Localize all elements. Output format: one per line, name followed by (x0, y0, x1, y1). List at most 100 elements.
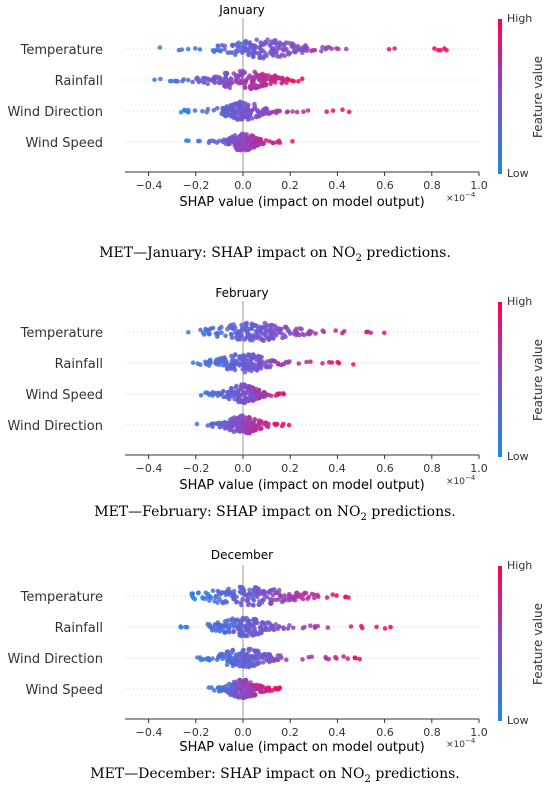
x-tick-label: 1.0 (470, 462, 488, 475)
shap-point (348, 624, 354, 629)
panel-january: January Temperature Rainfall Wind Direct… (7, 3, 545, 264)
shap-point (234, 360, 240, 366)
shap-point (252, 627, 258, 633)
shap-point (246, 648, 252, 654)
shap-point (193, 46, 198, 51)
shap-point (259, 42, 265, 48)
shap-point (293, 49, 298, 55)
shap-point (250, 365, 255, 370)
shap-point (264, 40, 269, 45)
shap-point (249, 661, 254, 667)
shap-point (214, 106, 220, 111)
feature-label: Temperature (20, 590, 103, 605)
shap-point (239, 322, 244, 328)
shap-point (222, 426, 228, 431)
x-tick-label: 0.6 (376, 179, 394, 192)
shap-point (319, 48, 324, 54)
shap-point (227, 592, 232, 597)
shap-point (190, 79, 195, 85)
shap-point (340, 330, 345, 336)
shap-point (237, 100, 243, 105)
colorbar-low-label: Low (507, 167, 529, 180)
colorbar-title: Feature value (531, 339, 545, 421)
shap-point (255, 631, 261, 637)
shap-point (205, 81, 210, 87)
colorbar-high-label: High (507, 12, 532, 25)
feature-label: Wind Speed (25, 683, 103, 698)
shap-point (240, 596, 245, 602)
shap-point (238, 80, 243, 86)
shap-point (231, 326, 236, 332)
shap-point (432, 46, 437, 51)
shap-point (233, 622, 238, 628)
shap-point (269, 624, 275, 629)
shap-point (250, 337, 255, 343)
shap-point (198, 362, 203, 368)
feature-label: Temperature (20, 43, 103, 58)
shap-point (278, 593, 283, 599)
feature-label: Wind Direction (7, 652, 103, 667)
shap-point (247, 40, 253, 45)
shap-point (325, 625, 331, 630)
shap-point (264, 53, 269, 59)
shap-point (235, 137, 241, 142)
shap-point (240, 615, 246, 621)
shap-point (284, 109, 290, 115)
shap-point (273, 597, 279, 603)
shap-point (197, 138, 202, 144)
shap-point (239, 333, 244, 339)
shap-point (257, 426, 263, 432)
shap-point (345, 656, 351, 661)
shap-point (246, 422, 252, 427)
shap-point (283, 324, 289, 330)
shap-point (240, 423, 245, 428)
shap-point (300, 596, 306, 602)
shap-point (238, 660, 243, 665)
shap-point (312, 624, 318, 629)
shap-point (236, 682, 242, 687)
shap-point (152, 77, 157, 83)
shap-point (333, 328, 339, 333)
shap-point (227, 50, 233, 55)
shap-point (283, 596, 289, 601)
shap-point (241, 632, 246, 637)
shap-point (283, 40, 289, 45)
shap-point (321, 329, 327, 335)
shap-point (236, 415, 241, 420)
shap-point (241, 586, 246, 592)
feature-label: Rainfall (55, 74, 103, 89)
x-tick-label: 1.0 (470, 726, 488, 739)
x-tick-label: 0.0 (234, 726, 252, 739)
shap-point (273, 333, 279, 338)
figure-caption: MET—February: SHAP impact on NO2 predict… (94, 504, 456, 523)
x-tick-label: 0.6 (376, 462, 394, 475)
shap-point (230, 139, 235, 145)
shap-point (186, 77, 191, 83)
shap-point (265, 658, 270, 663)
shap-point (206, 685, 212, 690)
shap-point (302, 624, 307, 630)
shap-point (242, 394, 248, 400)
shap-point (265, 323, 270, 328)
shap-point (234, 658, 240, 664)
shap-point (252, 619, 258, 625)
shap-point (247, 431, 252, 436)
shap-point (324, 595, 330, 600)
shap-point (261, 109, 266, 114)
shap-point (334, 593, 339, 598)
shap-point (218, 48, 224, 53)
shap-point (241, 354, 246, 360)
shap-point (200, 108, 205, 114)
x-tick-label: −0.4 (136, 462, 163, 475)
shap-point (286, 592, 292, 597)
figure-caption: MET—January: SHAP impact on NO2 predicti… (99, 245, 451, 264)
shap-point (330, 592, 336, 597)
shap-point (223, 357, 228, 362)
shap-point (269, 39, 275, 44)
shap-point (346, 595, 351, 600)
shap-point (238, 141, 244, 146)
points (125, 320, 479, 436)
shap-point (224, 662, 230, 667)
shap-point (243, 78, 249, 84)
shap-point (251, 50, 257, 56)
